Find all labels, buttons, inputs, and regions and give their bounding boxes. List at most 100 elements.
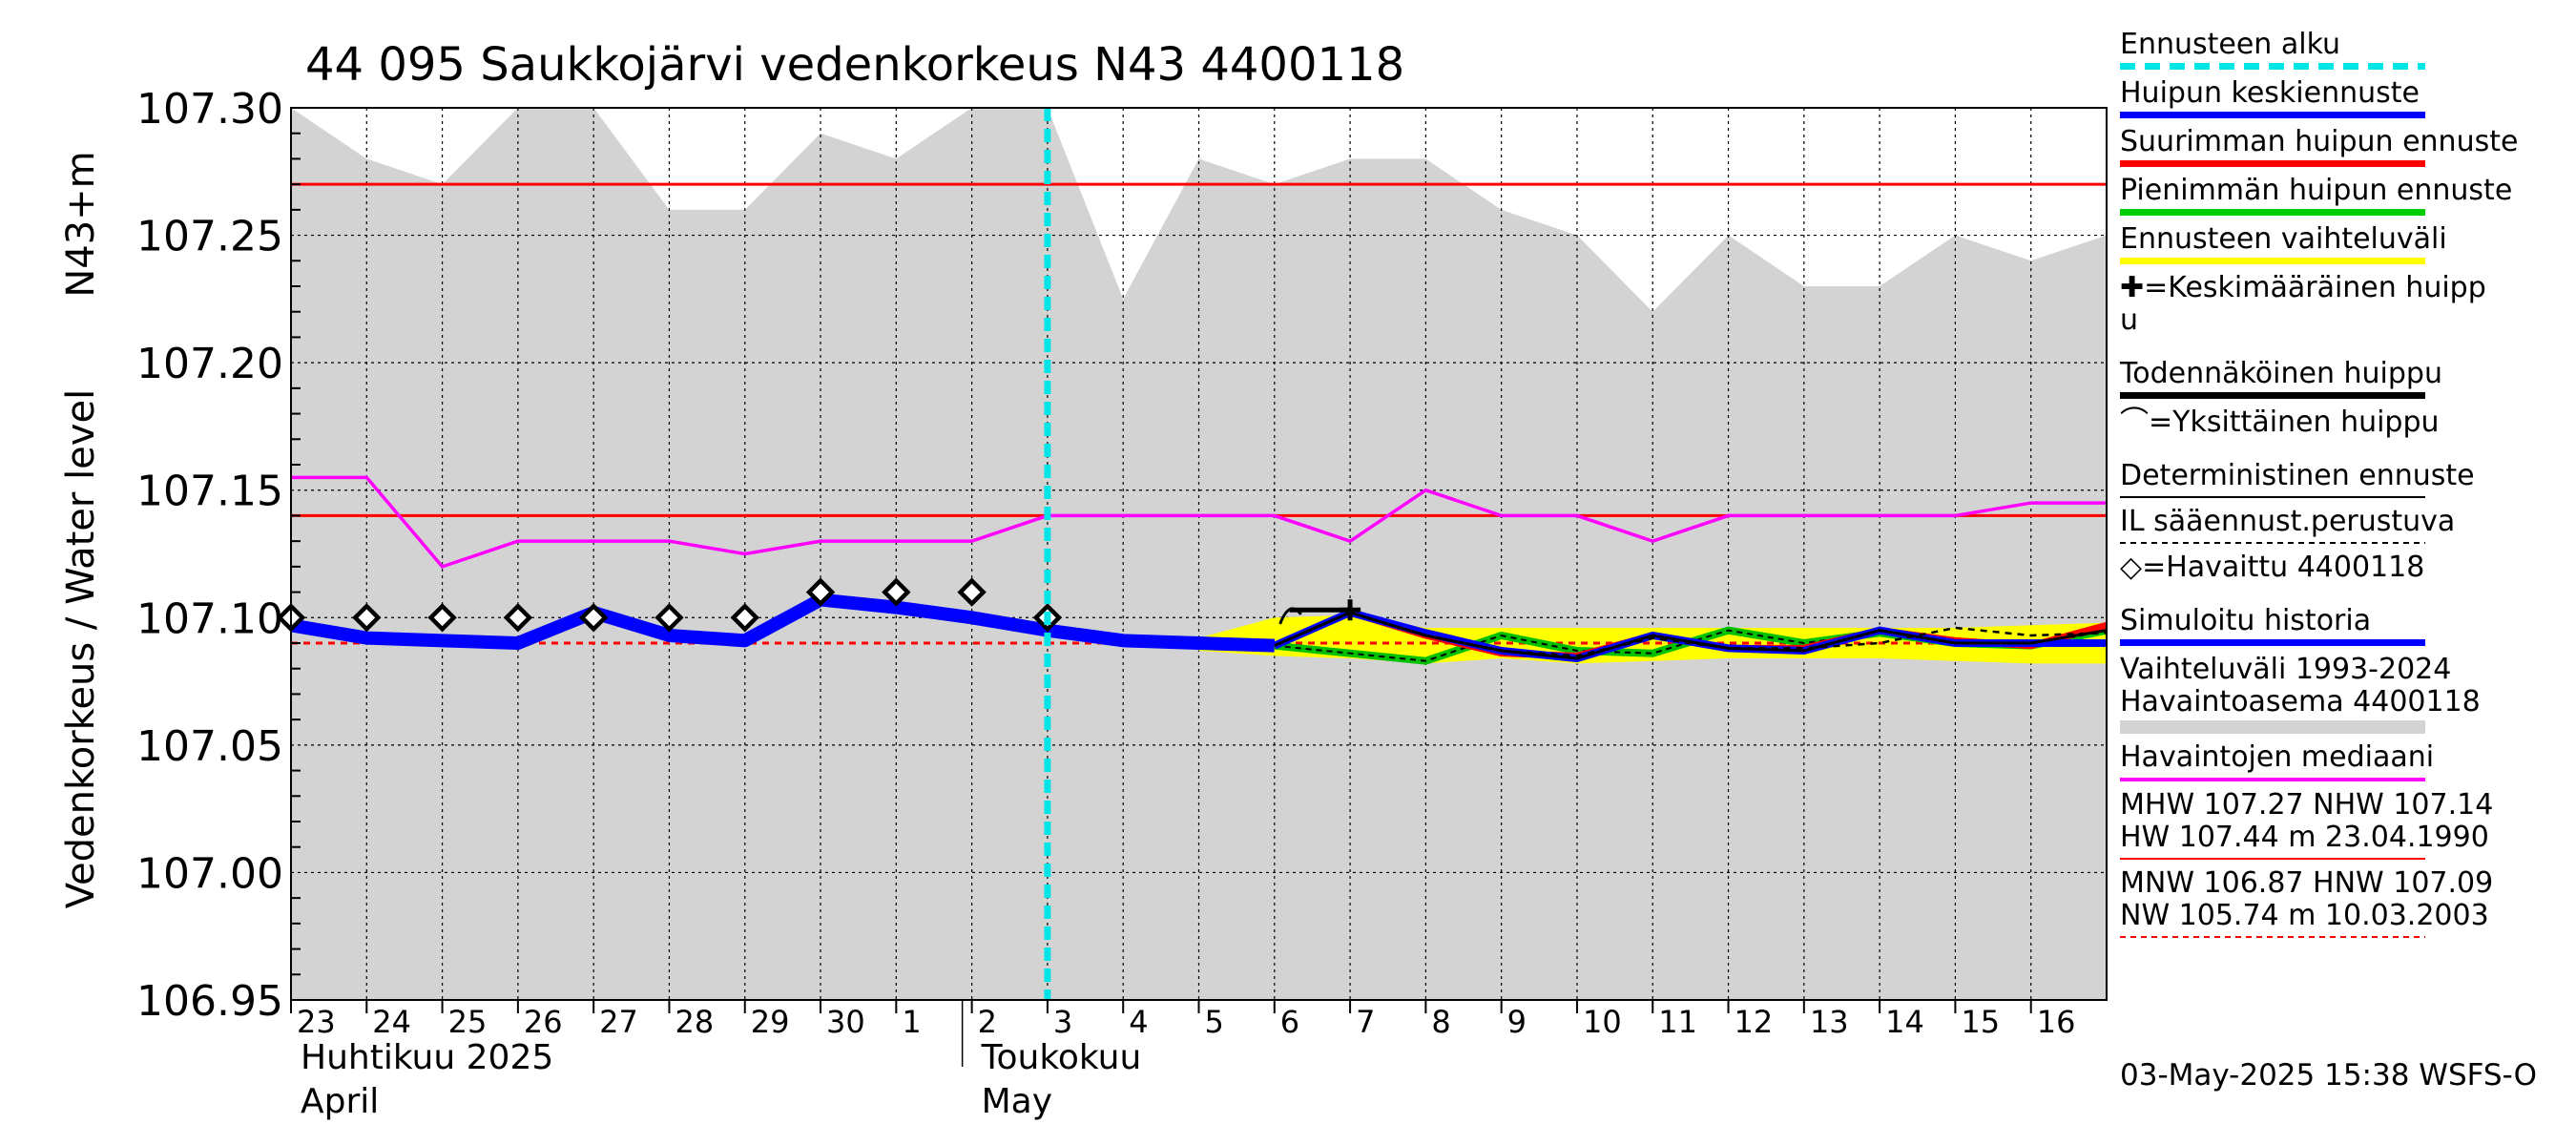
month-label-fi: Huhtikuu 2025 xyxy=(301,1038,553,1077)
legend-swatch xyxy=(2120,639,2425,646)
x-tick-label: 25 xyxy=(448,1004,488,1040)
legend-label: IL sääennust.perustuva xyxy=(2120,505,2456,538)
legend-label-line2: Havaintoasema 4400118 xyxy=(2120,685,2481,718)
legend-label-line2: NW 105.74 m 10.03.2003 xyxy=(2120,899,2489,932)
legend-item: Pienimmän huipun ennuste xyxy=(2120,175,2568,216)
legend-swatch xyxy=(2120,160,2425,167)
legend-label: Ennusteen vaihteluväli xyxy=(2120,222,2447,256)
legend-item: Simuloitu historia xyxy=(2120,605,2568,646)
x-tick-label: 29 xyxy=(751,1004,790,1040)
weather-forecast-line xyxy=(1501,626,2108,657)
single-peak-marker xyxy=(1278,607,1302,625)
legend-item: Todennäköinen huippu xyxy=(2120,358,2568,399)
x-tick-label: 10 xyxy=(1583,1004,1622,1040)
x-tick-label: 11 xyxy=(1658,1004,1697,1040)
month-label-fi: Toukokuu xyxy=(981,1038,1142,1077)
legend-item: Havaintojen mediaani xyxy=(2120,741,2568,781)
chart-title: 44 095 Saukkojärvi vedenkorkeus N43 4400… xyxy=(305,38,1404,92)
x-tick-label: 27 xyxy=(599,1004,638,1040)
legend-item: Huipun keskiennuste xyxy=(2120,77,2568,118)
probable-peak-line xyxy=(1274,611,2108,660)
legend-item: Ennusteen vaihteluväli xyxy=(2120,223,2568,264)
y-tick-label: 106.95 xyxy=(136,977,283,1026)
legend: Ennusteen alku Huipun keskiennuste Suurimm… xyxy=(2120,29,2568,946)
x-tick-label: 3 xyxy=(1053,1004,1072,1040)
legend-item: IL sääennust.perustuva xyxy=(2120,506,2568,544)
x-tick-label: 4 xyxy=(1129,1004,1148,1040)
x-tick-label: 28 xyxy=(675,1004,714,1040)
y-tick-label: 107.25 xyxy=(136,213,283,261)
legend-label: Pienimmän huipun ennuste xyxy=(2120,174,2513,207)
legend-label: Havaintojen mediaani xyxy=(2120,740,2435,774)
legend-item: ✚=Keskimääräinen huipp u xyxy=(2120,272,2568,337)
legend-item: Ennusteen alku xyxy=(2120,29,2568,70)
observed-point xyxy=(882,577,911,607)
y-tick-label: 107.15 xyxy=(136,468,283,516)
legend-item: MHW 107.27 NHW 107.14 HW 107.44 m 23.04.1… xyxy=(2120,789,2568,860)
observed-point xyxy=(427,603,457,633)
x-tick-label: 9 xyxy=(1507,1004,1527,1040)
legend-label: ◇=Havaittu 4400118 xyxy=(2120,551,2425,584)
x-tick-label: 14 xyxy=(1885,1004,1924,1040)
legend-label: Deterministinen ennuste xyxy=(2120,459,2475,492)
y-tick-label: 107.05 xyxy=(136,722,283,771)
x-tick-label: 16 xyxy=(2037,1004,2076,1040)
legend-swatch xyxy=(2120,542,2425,544)
legend-label: ✚=Keskimääräinen huipp xyxy=(2120,271,2486,304)
observed-point xyxy=(352,603,382,633)
y-tick-label: 107.00 xyxy=(136,849,283,898)
simulated-history-line xyxy=(289,593,1276,653)
x-tick-label: 2 xyxy=(978,1004,997,1040)
x-tick-label: 30 xyxy=(826,1004,865,1040)
legend-label: Vaihteluväli 1993-2024 xyxy=(2120,653,2452,686)
observed-point xyxy=(957,577,987,607)
legend-swatch xyxy=(2120,209,2425,216)
legend-item: Suurimman huipun ennuste xyxy=(2120,126,2568,167)
x-tick-label: 7 xyxy=(1356,1004,1375,1040)
x-tick-label: 1 xyxy=(902,1004,921,1040)
x-tick-label: 15 xyxy=(1961,1004,2000,1040)
y-axis-unit-label: N43+m xyxy=(59,151,103,297)
legend-label-line2: u xyxy=(2120,303,2139,337)
y-tick-label: 107.30 xyxy=(136,85,283,134)
observed-point xyxy=(503,603,533,633)
legend-swatch xyxy=(2120,392,2425,399)
y-axis-label: Vedenkorkeus / Water level xyxy=(59,389,103,908)
legend-item: Deterministinen ennuste xyxy=(2120,460,2568,498)
x-tick-label: 5 xyxy=(1205,1004,1224,1040)
x-tick-label: 23 xyxy=(297,1004,336,1040)
legend-swatch xyxy=(2120,720,2425,734)
x-tick-label: 13 xyxy=(1810,1004,1849,1040)
legend-label: ⌒=Yksittäinen huippu xyxy=(2120,406,2440,439)
legend-label-line2: HW 107.44 m 23.04.1990 xyxy=(2120,821,2489,854)
legend-label: Huipun keskiennuste xyxy=(2120,76,2420,110)
legend-swatch xyxy=(2120,258,2425,264)
legend-label: Suurimman huipun ennuste xyxy=(2120,125,2519,158)
legend-swatch xyxy=(2120,112,2425,118)
legend-swatch xyxy=(2120,778,2425,781)
x-tick-label: 12 xyxy=(1735,1004,1774,1040)
observed-point xyxy=(805,577,836,607)
legend-item: ⌒=Yksittäinen huippu xyxy=(2120,406,2568,439)
legend-label: Ennusteen alku xyxy=(2120,28,2341,61)
y-tick-label: 107.10 xyxy=(136,594,283,643)
legend-label: Simuloitu historia xyxy=(2120,604,2372,637)
legend-swatch xyxy=(2120,936,2425,938)
y-tick-label: 107.20 xyxy=(136,340,283,388)
x-tick-label: 26 xyxy=(524,1004,563,1040)
legend-label: Todennäköinen huippu xyxy=(2120,357,2442,390)
legend-item: ◇=Havaittu 4400118 xyxy=(2120,552,2568,584)
legend-swatch xyxy=(2120,496,2425,498)
legend-label: MNW 106.87 HNW 107.09 xyxy=(2120,866,2494,900)
month-label-en: May xyxy=(982,1082,1052,1121)
median-line xyxy=(291,475,2107,569)
legend-item: Vaihteluväli 1993-2024 Havaintoasema 440… xyxy=(2120,654,2568,734)
x-tick-label: 8 xyxy=(1431,1004,1450,1040)
legend-swatch xyxy=(2120,858,2425,860)
timestamp-footer: 03-May-2025 15:38 WSFS-O xyxy=(2120,1058,2538,1093)
observed-point xyxy=(578,603,609,633)
legend-item: MNW 106.87 HNW 107.09 NW 105.74 m 10.03.2… xyxy=(2120,867,2568,938)
observed-point xyxy=(730,603,759,633)
month-label-en: April xyxy=(301,1082,379,1121)
